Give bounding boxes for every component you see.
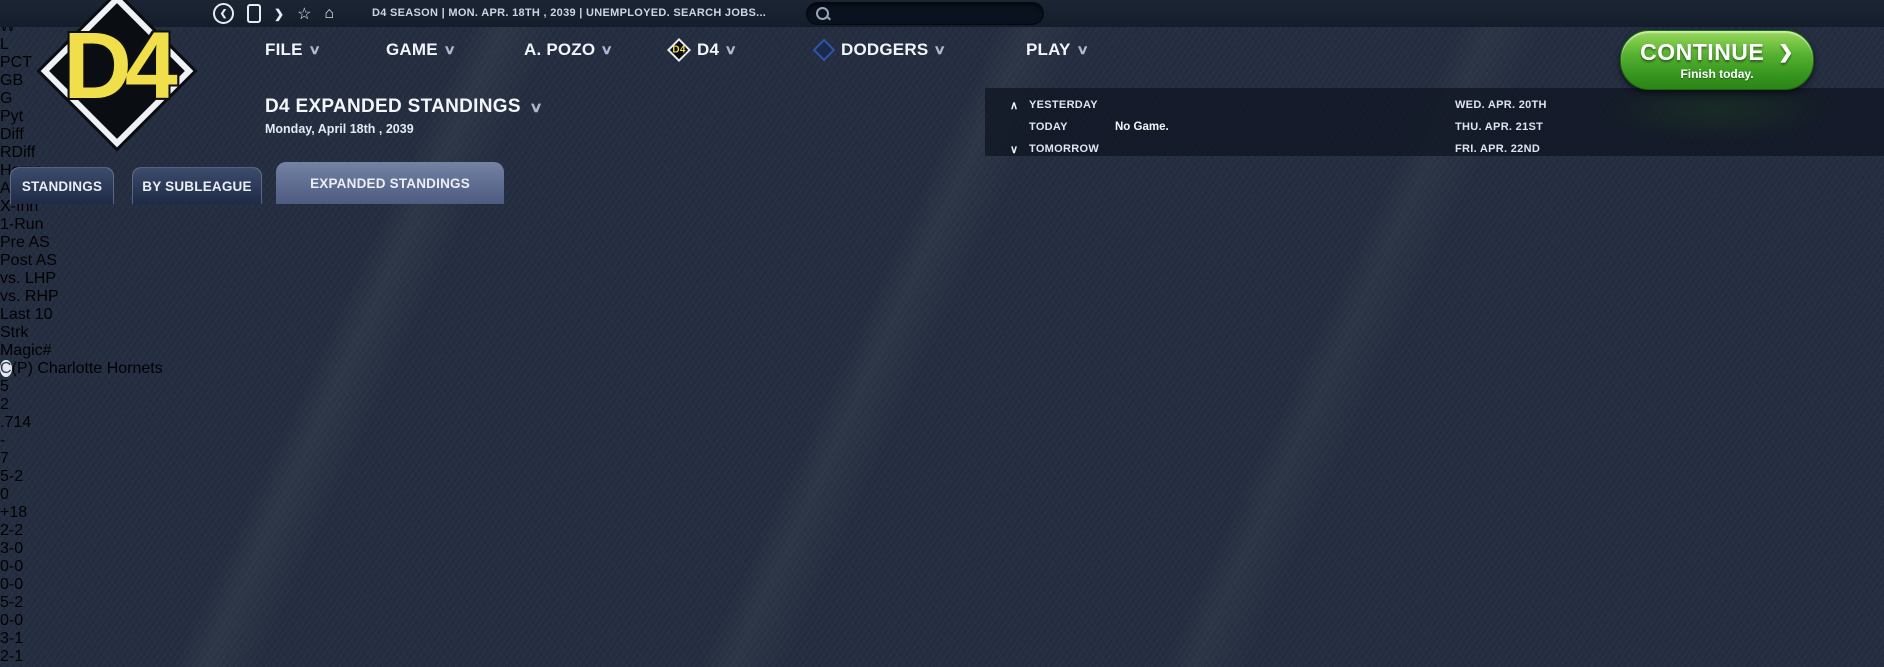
chevron-down-icon[interactable]: ∨ xyxy=(1009,143,1019,156)
card-icon[interactable] xyxy=(247,4,261,23)
column-header: Last 10 xyxy=(0,306,53,323)
chevron-down-icon: ∨ xyxy=(724,42,738,57)
search-icon xyxy=(816,7,829,20)
menu-team[interactable]: DODGERS ∨ xyxy=(812,38,947,62)
column-header: vs. RHP xyxy=(0,288,59,305)
status-text: D4 SEASON | MON. APR. 18TH , 2039 | UNEM… xyxy=(372,7,767,19)
stat-cell: 7 xyxy=(0,450,9,467)
stat-cell: 0-0 xyxy=(0,558,24,575)
star-icon[interactable]: ☆ xyxy=(297,5,312,23)
dodgers-logo-icon xyxy=(812,38,836,62)
stat-cell: 5 xyxy=(0,378,9,395)
tab-band xyxy=(930,162,1878,204)
menu-file[interactable]: FILE ∨ xyxy=(265,38,322,62)
continue-button[interactable]: CONTINUE ❯ Finish today. xyxy=(1620,30,1814,90)
home-icon[interactable]: ⌂ xyxy=(324,4,335,22)
chevron-down-icon: ∨ xyxy=(307,42,322,57)
schedule-panel: ∧ YESTERDAY WED. APR. 20TH TODAY No Game… xyxy=(985,88,1884,156)
team-name: (P) Charlotte Hornets xyxy=(11,360,163,377)
schedule-label: YESTERDAY xyxy=(1029,99,1098,111)
menu-play[interactable]: PLAY ∨ xyxy=(1026,38,1090,62)
stat-cell: 2-1 xyxy=(0,648,24,665)
schedule-row-yesterday: ∧ YESTERDAY WED. APR. 20TH xyxy=(985,94,1884,116)
schedule-date: THU. APR. 21ST xyxy=(1455,121,1544,133)
chevron-down-icon: ∨ xyxy=(528,98,544,115)
column-header: GB xyxy=(0,72,24,89)
schedule-row-tomorrow: ∨ TOMORROW FRI. APR. 22ND xyxy=(985,138,1884,160)
menu-game-label: GAME xyxy=(386,40,438,59)
stat-cell: 0-0 xyxy=(0,576,24,593)
chevron-up-icon[interactable]: ∧ xyxy=(1009,99,1019,112)
schedule-label: TODAY xyxy=(1029,121,1068,133)
menu-game[interactable]: GAME ∨ xyxy=(386,38,457,62)
column-header: L xyxy=(0,36,9,53)
column-header: RDiff xyxy=(0,144,36,161)
menu-team-label: DODGERS xyxy=(841,40,929,59)
schedule-date: WED. APR. 20TH xyxy=(1455,99,1547,111)
league-logo[interactable]: D4 xyxy=(28,0,206,148)
stat-cell: 3-1 xyxy=(0,630,24,647)
stat-cell: 2-2 xyxy=(0,522,24,539)
search-input[interactable] xyxy=(806,2,1044,25)
tab-expanded-standings[interactable]: EXPANDED STANDINGS xyxy=(276,162,504,204)
tab-standings[interactable]: STANDINGS xyxy=(10,167,114,204)
column-header: vs. LHP xyxy=(0,270,57,287)
column-header: Strk xyxy=(0,324,29,341)
column-header: Diff xyxy=(0,126,24,143)
forward-icon[interactable]: ❯ xyxy=(274,6,285,21)
chevron-down-icon: ∨ xyxy=(933,42,947,57)
column-header: PCT xyxy=(0,54,32,71)
chevron-down-icon: ∨ xyxy=(1075,42,1090,57)
chevron-down-icon: ∨ xyxy=(443,42,457,57)
menu-file-label: FILE xyxy=(265,40,303,59)
stat-cell: 2 xyxy=(0,396,9,413)
league-logo-text: D4 xyxy=(61,11,179,121)
stat-cell: .714 xyxy=(0,414,32,431)
stat-cell: 3-0 xyxy=(0,540,24,557)
stat-cell: 5-2 xyxy=(0,468,24,485)
stat-cell: +18 xyxy=(0,504,28,521)
table-row[interactable]: C(P) Charlotte Hornets 5 2.714-7 5-2 0 +18 2-2… xyxy=(0,360,1884,667)
column-header: Pyt xyxy=(0,108,24,125)
menu-play-label: PLAY xyxy=(1026,40,1071,59)
schedule-date: FRI. APR. 22ND xyxy=(1455,143,1541,155)
chevron-right-icon: ❯ xyxy=(1778,42,1794,62)
stat-cell: 5-2 xyxy=(0,594,24,611)
menu-manager[interactable]: A. POZO ∨ xyxy=(524,38,614,62)
back-icon[interactable]: ❮ xyxy=(213,3,234,24)
chevron-down-icon: ∨ xyxy=(600,42,614,57)
page-title-label: D4 EXPANDED STANDINGS xyxy=(265,96,521,117)
column-header: Pre AS xyxy=(0,234,50,251)
column-header: Magic# xyxy=(0,342,52,359)
page-title[interactable]: D4 EXPANDED STANDINGS ∨ xyxy=(265,96,544,118)
d4-logo-icon: D4 xyxy=(666,37,692,63)
column-header: 1-Run xyxy=(0,216,44,233)
continue-sub-label: Finish today. xyxy=(1680,67,1754,81)
schedule-label: TOMORROW xyxy=(1029,143,1100,155)
page-date: Monday, April 18th , 2039 xyxy=(265,122,414,136)
team-cell[interactable]: C(P) Charlotte Hornets xyxy=(0,360,1884,378)
top-chrome-bar: ❮ ❯ ☆ ⌂ D4 SEASON | MON. APR. 18TH , 203… xyxy=(0,0,1884,27)
continue-label: CONTINUE xyxy=(1640,39,1765,65)
stat-cell: - xyxy=(0,432,6,449)
team-logo-icon: C xyxy=(0,360,12,377)
column-header: Post AS xyxy=(0,252,57,269)
column-header: G xyxy=(0,90,13,107)
tab-by-subleague[interactable]: BY SUBLEAGUE xyxy=(132,167,262,204)
stat-cell: 0-0 xyxy=(0,612,24,629)
menu-league-label: D4 xyxy=(697,40,720,59)
menu-manager-label: A. POZO xyxy=(524,40,596,59)
stat-cell: 0 xyxy=(0,486,9,503)
menu-league[interactable]: D4 D4 ∨ xyxy=(666,37,738,63)
schedule-row-today: TODAY No Game. THU. APR. 21ST xyxy=(985,116,1884,138)
schedule-game: No Game. xyxy=(1115,121,1169,133)
